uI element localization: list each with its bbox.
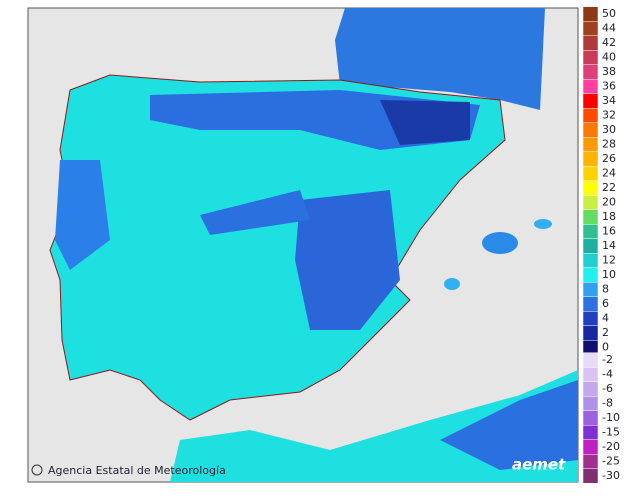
legend-swatch [582,425,599,440]
legend-label: 38 [602,65,616,78]
legend-swatch [582,50,599,65]
legend-label: 32 [602,109,616,122]
legend-swatch [582,238,599,254]
legend-swatch [582,166,599,181]
legend-label: 28 [602,138,616,151]
legend-label: 6 [602,297,609,310]
legend-label: -6 [602,382,613,395]
legend-label: 2 [602,326,609,339]
legend-swatch [582,35,599,51]
legend-swatch [582,454,599,469]
menorca [534,219,552,229]
legend-swatch [582,410,599,426]
legend-swatch [582,93,599,109]
legend-swatch [582,381,599,397]
legend-swatch [582,396,599,411]
legend-swatch [582,195,599,210]
legend-label: 44 [602,22,616,35]
legend-label: 40 [602,51,616,64]
legend-swatch [582,6,599,22]
legend-label: -4 [602,368,613,381]
legend-label: -15 [602,426,620,439]
legend-swatch [582,468,599,484]
legend-swatch [582,209,599,225]
west-cold [55,160,110,270]
legend-swatch [582,296,599,312]
legend-label: 20 [602,196,616,209]
legend-swatch [582,224,599,239]
mallorca [482,232,518,254]
legend-swatch [582,122,599,138]
legend-label: 16 [602,225,616,238]
legend-label: -2 [602,353,613,366]
legend-label: 50 [602,7,616,20]
legend-swatch [582,439,599,455]
legend-label: 4 [602,312,609,325]
legend-swatch [582,180,599,196]
legend-label: 30 [602,123,616,136]
agency-name: Agencia Estatal de Meteorología [48,464,226,477]
legend-label: -10 [602,411,620,424]
legend-swatch [582,267,599,283]
legend-label: 26 [602,152,616,165]
legend-label: 42 [602,36,616,49]
legend-label: -20 [602,440,620,453]
ibiza [444,278,460,290]
legend-label: -30 [602,469,620,482]
atlas-cold [440,380,578,470]
legend-swatch [582,311,599,326]
legend-swatch [582,108,599,123]
legend-swatch [582,253,599,268]
legend-swatch [582,64,599,80]
legend-label: 0 [602,341,609,354]
legend-label: 34 [602,94,616,107]
pyrenees [380,100,470,145]
france [335,8,545,110]
legend-swatch [582,137,599,152]
copyright-icon [31,464,43,476]
legend-label: 18 [602,210,616,223]
legend: 5044424038363432302826242220181614121086… [582,6,620,484]
legend-label: -8 [602,397,613,410]
legend-label: 10 [602,268,616,281]
legend-label: 14 [602,239,616,252]
legend-swatch [582,151,599,167]
legend-label: 8 [602,283,609,296]
legend-swatch [582,367,599,382]
legend-swatch [582,325,599,341]
central-cold [200,190,310,235]
logo: aemet [512,456,566,474]
legend-label: -25 [602,455,620,468]
east-cold [295,190,400,330]
legend-swatch [582,21,599,36]
legend-swatch [582,79,599,94]
legend-label: 36 [602,80,616,93]
iberia [49,74,506,421]
legend-label: 24 [602,167,616,180]
legend-swatch [582,282,599,297]
legend-label: 12 [602,254,616,267]
legend-label: 22 [602,181,616,194]
legend-swatch [582,352,599,368]
